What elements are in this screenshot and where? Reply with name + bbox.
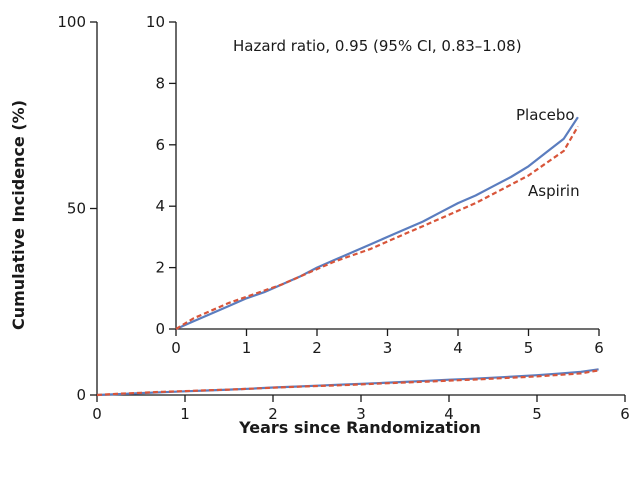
inset-y-tick-label: 8 — [155, 74, 165, 92]
inset-x-tick-label: 4 — [453, 339, 463, 357]
inset-x-tick-label: 6 — [594, 339, 604, 357]
inset-y-tick-label: 0 — [155, 320, 165, 338]
main-y-tick-label: 50 — [67, 200, 86, 218]
inset-series-placebo — [175, 116, 579, 331]
inset-y-tick-label: 6 — [155, 136, 165, 154]
main-x-tick-label: 1 — [180, 405, 190, 423]
inset-plot: 0 1 2 3 4 5 6 0 2 4 6 8 10 Placebo Aspirin — [146, 13, 604, 357]
main-x-tick-label: 6 — [620, 405, 630, 423]
inset-series-aspirin — [175, 125, 579, 330]
inset-y-tick-label: 2 — [155, 259, 165, 277]
x-axis-title: Years since Randomization — [238, 418, 481, 437]
inset-y-tick-label: 4 — [155, 197, 165, 215]
series-label-placebo: Placebo — [516, 106, 575, 124]
inset-x-tick-label: 2 — [312, 339, 322, 357]
inset-y-tick-label: 10 — [146, 13, 165, 31]
y-axis-title: Cumulative Incidence (%) — [9, 100, 28, 330]
inset-x-tick-label: 0 — [171, 339, 181, 357]
main-y-tick-label: 100 — [57, 13, 86, 31]
main-y-tick-label: 0 — [76, 386, 86, 404]
main-x-tick-label: 0 — [92, 405, 102, 423]
inset-x-tick-label: 5 — [524, 339, 534, 357]
main-series-aspirin — [96, 369, 599, 397]
hazard-ratio-annotation: Hazard ratio, 0.95 (95% CI, 0.83–1.08) — [233, 37, 522, 55]
main-x-tick-label: 4 — [444, 405, 454, 423]
main-x-tick-label: 2 — [268, 405, 278, 423]
main-x-tick-label: 3 — [356, 405, 366, 423]
inset-x-tick-label: 1 — [242, 339, 252, 357]
main-x-tick-label: 5 — [532, 405, 542, 423]
series-label-aspirin: Aspirin — [528, 182, 580, 200]
inset-x-tick-label: 3 — [383, 339, 393, 357]
